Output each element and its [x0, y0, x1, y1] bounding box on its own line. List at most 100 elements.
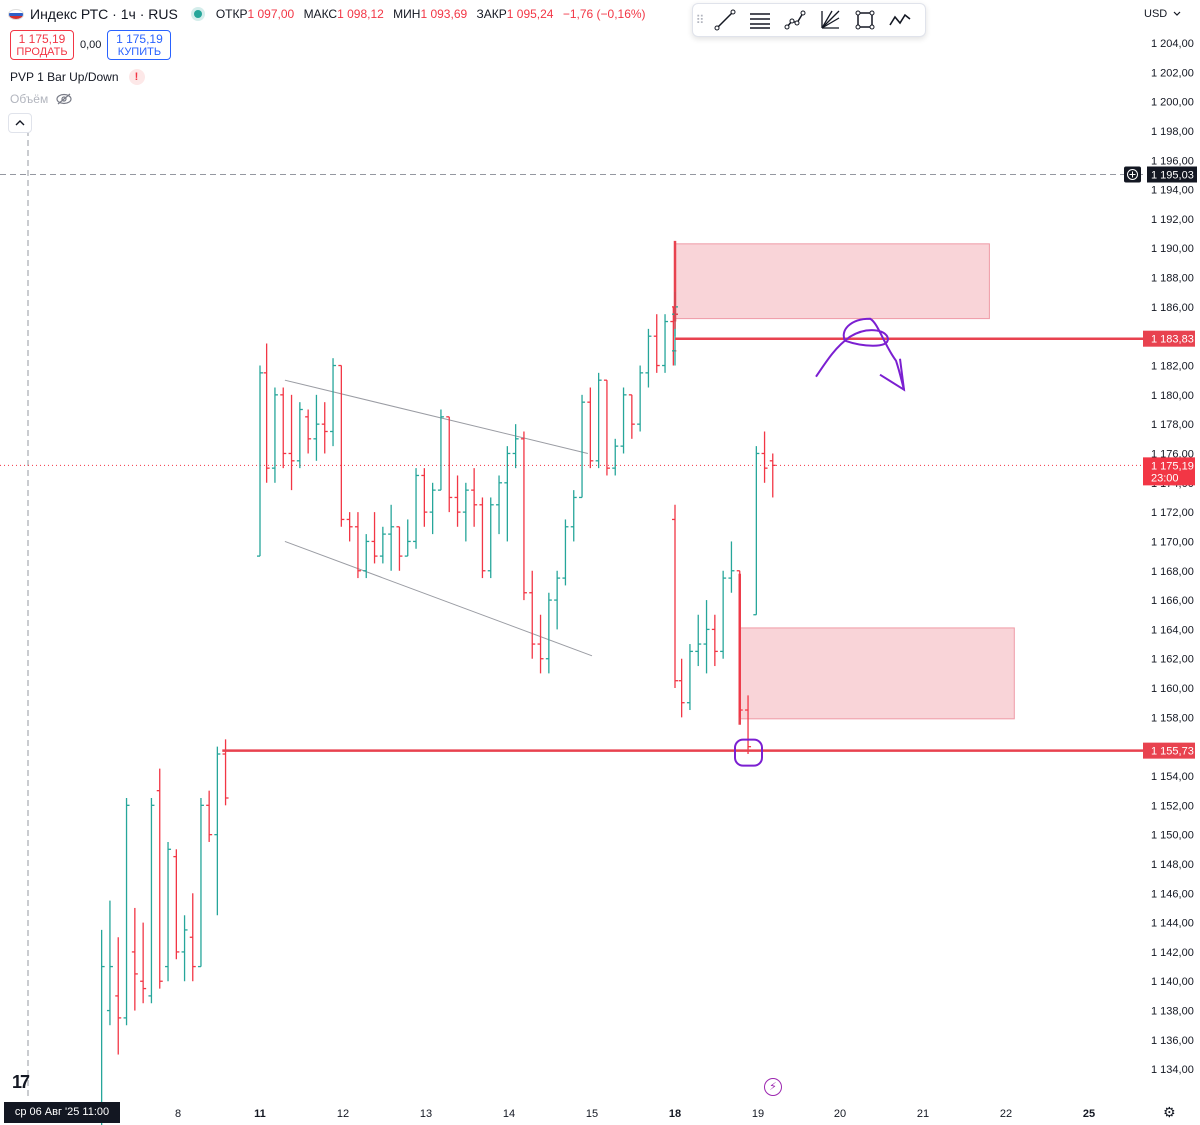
price-tick-label: 1 202,00	[1151, 67, 1194, 79]
buy-label: КУПИТЬ	[117, 46, 162, 58]
lightning-icon[interactable]: ⚡	[764, 1078, 782, 1096]
ohlc-bar	[330, 358, 337, 447]
rectangle-tool[interactable]	[847, 5, 882, 35]
open-value: 1 097,00	[247, 7, 295, 21]
settings-gear-icon[interactable]: ⚙	[1163, 1104, 1176, 1120]
indicator-pvp[interactable]: PVP 1 Bar Up/Down !	[10, 69, 145, 85]
ohlc-bar	[181, 915, 188, 982]
ohlc-bar	[214, 746, 221, 916]
ohlc-bar	[554, 570, 561, 630]
ohlc-bar	[148, 797, 155, 1004]
ohlc-bar	[354, 512, 361, 579]
buy-button[interactable]: 1 175,19 КУПИТЬ	[107, 30, 172, 60]
level-price-label: 1 183,83	[1151, 334, 1194, 346]
ohlc-bar	[504, 446, 511, 542]
price-tick-label: 1 194,00	[1151, 185, 1194, 197]
trend-line-tool[interactable]	[707, 5, 742, 35]
fib-fan-icon	[820, 10, 839, 29]
drag-handle-icon[interactable]: ⠿	[695, 13, 705, 27]
ohlc-bar	[570, 490, 577, 542]
add-alert-plus-icon[interactable]	[1124, 166, 1141, 183]
ohlc-bar	[471, 468, 478, 527]
price-tick-label: 1 182,00	[1151, 361, 1194, 373]
eye-hidden-icon[interactable]	[56, 93, 72, 105]
ohlc-bar	[479, 497, 486, 579]
time-axis[interactable]: 8 11 12 13 14 15 18 19 20 21 22 25	[175, 1108, 1095, 1120]
level-price-label: 1 155,73	[1151, 746, 1194, 758]
path-tool[interactable]	[777, 5, 812, 35]
sell-button[interactable]: 1 175,19 ПРОДАТЬ	[10, 30, 74, 60]
ohlc-bar	[686, 644, 693, 711]
ohlc-bar	[140, 922, 147, 1004]
ohlc-bar	[288, 394, 295, 491]
ohlc-bar	[404, 519, 411, 557]
ohlc-bar	[496, 475, 503, 535]
ohlc-bar	[197, 797, 204, 968]
tradingview-logo-icon: 17	[12, 1072, 30, 1092]
price-tick-label: 1 164,00	[1151, 624, 1194, 636]
ohlc-bar	[672, 292, 678, 329]
time-tick-label: 20	[834, 1108, 846, 1120]
price-tick-label: 1 200,00	[1151, 97, 1194, 109]
time-tick-label: 15	[586, 1108, 598, 1120]
supply-demand-zone-1	[674, 243, 990, 320]
price-axis[interactable]: 1 204,00 1 202,00 1 200,00 1 198,00 1 196,00…	[1143, 0, 1200, 1100]
sell-price: 1 175,19	[18, 32, 66, 46]
ohlc-bar	[736, 570, 743, 718]
price-tick-label: 1 138,00	[1151, 1006, 1194, 1018]
path-icon	[784, 10, 805, 30]
ohlc-bar	[115, 937, 122, 1055]
ohlc-bar	[520, 431, 527, 601]
price-tick-label: 1 134,00	[1151, 1064, 1194, 1076]
indicator-volume[interactable]: Объём	[10, 92, 72, 106]
zigzag-tool[interactable]	[882, 5, 917, 35]
warning-icon[interactable]: !	[128, 69, 145, 85]
ohlc-bar	[612, 438, 619, 476]
open-label: ОТКР	[215, 7, 248, 21]
price-tick-label: 1 146,00	[1151, 888, 1194, 900]
price-tick-label: 1 166,00	[1151, 595, 1194, 607]
ohlc-bar	[271, 387, 278, 483]
price-tick-label: 1 198,00	[1151, 126, 1194, 138]
horizontal-lines-tool[interactable]	[742, 5, 777, 35]
ohlc-bar	[672, 504, 678, 689]
close-label: ЗАКР	[476, 7, 507, 21]
time-tick-label: 8	[175, 1108, 181, 1120]
price-tick-label: 1 136,00	[1151, 1035, 1194, 1047]
last-price-label: 1 175,19	[1151, 460, 1194, 472]
ohlc-bar	[628, 394, 635, 439]
price-tick-label: 1 148,00	[1151, 859, 1194, 871]
ohlc-bar	[446, 416, 453, 513]
price-tick-label: 1 142,00	[1151, 947, 1194, 959]
price-tick-label: 1 192,00	[1151, 214, 1194, 226]
last-price-badge	[1143, 457, 1195, 486]
fib-fan-tool[interactable]	[812, 5, 847, 35]
sell-label: ПРОДАТЬ	[16, 46, 68, 58]
ohlc-bar	[379, 526, 386, 564]
ohlc-bar	[637, 365, 644, 432]
chevron-up-icon	[15, 120, 25, 126]
ohlc-bar	[587, 387, 594, 469]
price-tick-label: 1 158,00	[1151, 712, 1194, 724]
ohlc-bar	[579, 394, 586, 499]
ohlc-bar	[421, 468, 428, 527]
price-tick-label: 1 196,00	[1151, 155, 1194, 167]
ohlc-bar	[703, 600, 710, 674]
price-tick-label: 1 188,00	[1151, 273, 1194, 285]
ohlc-bar	[305, 409, 312, 454]
ohlc-bar	[131, 907, 138, 1011]
price-tick-label: 1 168,00	[1151, 566, 1194, 578]
annotation-circle-low	[734, 738, 763, 767]
channel-line-2	[284, 540, 593, 657]
collapse-legend-button[interactable]	[8, 113, 32, 133]
ohlc-bar	[106, 900, 113, 1026]
ohlc-bar	[603, 379, 610, 476]
price-tick-label: 1 190,00	[1151, 243, 1194, 255]
currency-selector[interactable]: USD	[1144, 8, 1181, 20]
ohlc-bar	[512, 424, 519, 469]
crosshair-time-badge: ср 06 Авг '25 11:00	[4, 1102, 120, 1123]
symbol-title[interactable]: Индекс РТС · 1ч · RUS	[30, 6, 178, 22]
price-tick-label: 1 162,00	[1151, 654, 1194, 666]
price-tick-label: 1 160,00	[1151, 683, 1194, 695]
